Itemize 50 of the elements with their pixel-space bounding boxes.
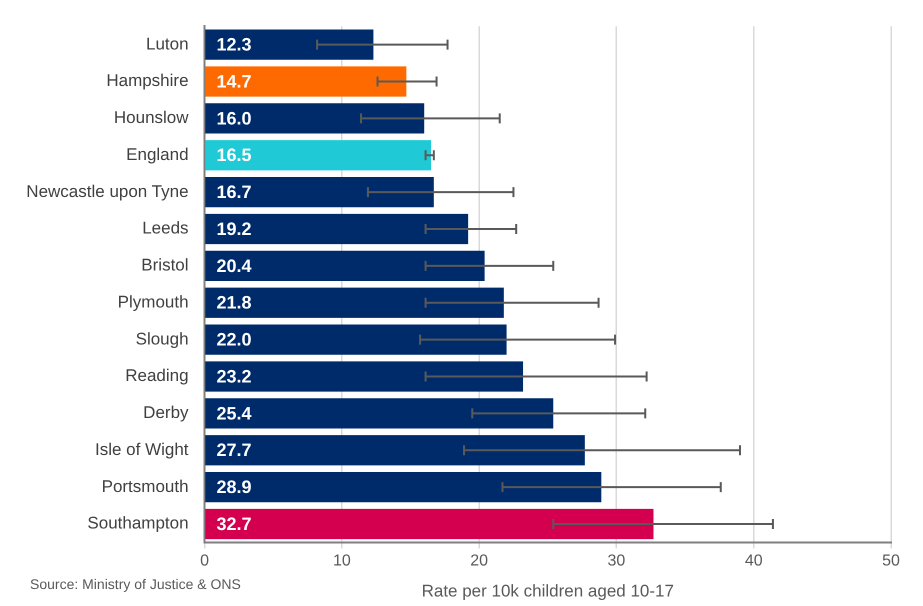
x-tick-label: 0 (200, 552, 210, 570)
data-label: 28.9 (216, 477, 252, 498)
data-label: 22.0 (216, 330, 252, 350)
bar (205, 103, 424, 134)
bar (205, 472, 602, 502)
y-tick-label: Bristol (141, 256, 189, 275)
data-label: 16.0 (216, 108, 252, 128)
bar (205, 66, 406, 97)
y-tick-label: Plymouth (118, 292, 189, 312)
bar (205, 361, 524, 392)
y-tick-label: Isle of Wight (94, 440, 189, 459)
y-tick-label: Derby (143, 403, 190, 422)
data-label: 23.2 (216, 366, 252, 386)
y-tick-label: Hampshire (106, 71, 189, 90)
source-note: Source: Ministry of Justice & ONS (30, 576, 242, 592)
x-tick-label: 40 (744, 552, 763, 570)
data-label: 27.7 (216, 440, 252, 460)
data-label: 32.7 (216, 514, 252, 534)
data-label: 16.5 (216, 145, 252, 166)
bar (205, 288, 504, 318)
bar (205, 140, 432, 170)
x-tick-label: 20 (470, 552, 488, 570)
bar (205, 250, 485, 281)
data-label: 14.7 (216, 71, 252, 92)
bar (205, 435, 585, 466)
y-tick-label: Reading (125, 366, 189, 386)
y-tick-label: England (126, 144, 189, 164)
y-tick-label: Southampton (87, 514, 189, 533)
data-label: 19.2 (216, 218, 252, 239)
x-tick-label: 30 (608, 552, 626, 570)
data-label: 16.7 (216, 182, 252, 202)
y-tick-label: Slough (136, 329, 189, 348)
bar (205, 30, 374, 60)
bar (205, 398, 554, 428)
bar (205, 508, 654, 540)
data-label: 25.4 (216, 403, 252, 424)
y-tick-label: Luton (146, 34, 189, 54)
data-label: 21.8 (216, 292, 252, 313)
y-tick-label: Portsmouth (102, 476, 189, 496)
y-tick-label: Leeds (142, 218, 189, 238)
bar (205, 177, 434, 208)
data-label: 12.3 (216, 34, 252, 55)
x-axis-title: Rate per 10k children aged 10-17 (422, 581, 674, 600)
x-tick-label: 50 (882, 552, 900, 570)
bar (205, 214, 468, 244)
x-tick-label: 10 (332, 552, 351, 570)
data-label: 20.4 (216, 256, 252, 276)
y-tick-label: Newcastle upon Tyne (26, 182, 189, 201)
bar (205, 324, 507, 355)
y-tick-label: Hounslow (114, 108, 190, 128)
